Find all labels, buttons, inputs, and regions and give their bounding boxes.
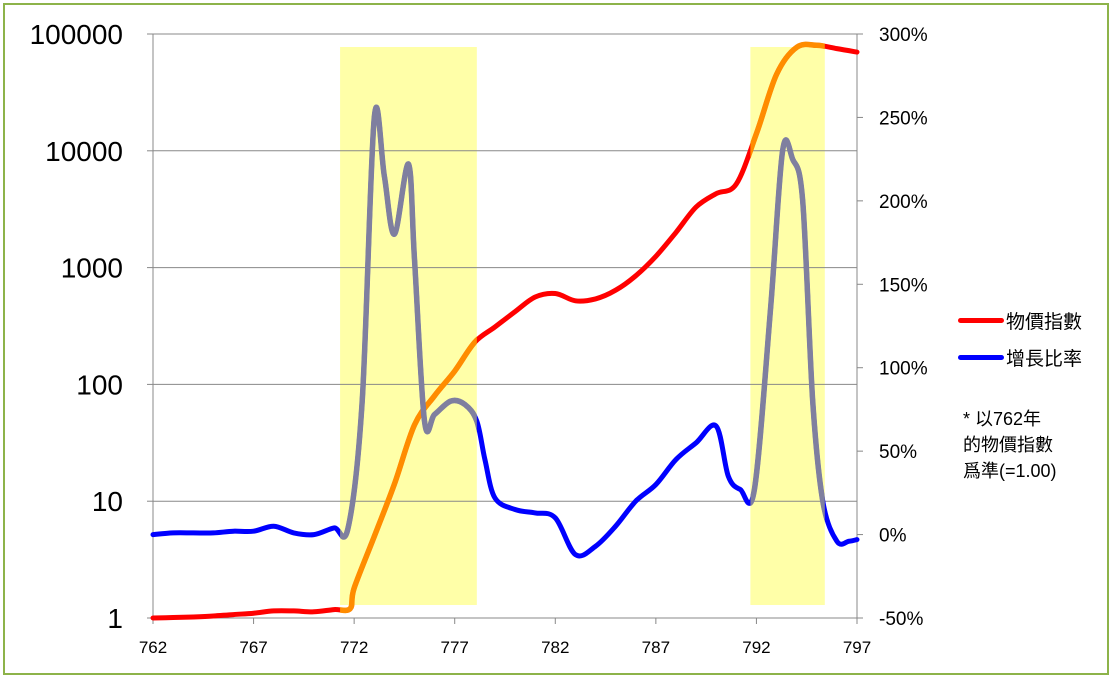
legend-swatch-growth-rate — [958, 355, 1004, 360]
y-right-tick-label: -50% — [879, 609, 923, 630]
highlight-band — [750, 47, 825, 605]
x-tick-label: 767 — [239, 638, 267, 657]
y-right-tick-label: 150% — [879, 275, 928, 296]
legend-label-growth-rate: 增長比率 — [1006, 349, 1083, 370]
chart-note: * 以762年 的物價指數 爲準(=1.00) — [963, 406, 1057, 484]
x-tick-label: 787 — [642, 638, 670, 657]
note-line: 爲準(=1.00) — [963, 461, 1057, 481]
y-right-tick-label: 300% — [879, 25, 928, 46]
x-tick-label: 792 — [742, 638, 770, 657]
note-line: 的物價指數 — [963, 435, 1053, 455]
y-left-tick-label: 100000 — [30, 19, 123, 50]
legend-swatch-price-index — [958, 318, 1004, 323]
legend-label-price-index: 物價指數 — [1006, 312, 1083, 333]
y-left-tick-label: 10000 — [45, 136, 123, 167]
legend-item-price-index: 物價指數 — [958, 307, 1082, 334]
y-left-tick-label: 10 — [92, 486, 123, 517]
y-left-tick-label: 1 — [107, 603, 123, 634]
chart-frame — [3, 3, 1109, 675]
x-tick-label: 762 — [139, 638, 167, 657]
y-left-tick-label: 1000 — [61, 253, 123, 284]
y-right-tick-label: 100% — [879, 359, 928, 380]
y-left-tick-label: 100 — [76, 369, 123, 400]
y-right-tick-label: 0% — [879, 526, 907, 547]
y-right-tick-label: 50% — [879, 442, 917, 463]
note-line: * 以762年 — [963, 409, 1042, 429]
series-line-price-index — [150, 41, 860, 621]
y-right-tick-label: 250% — [879, 108, 928, 129]
x-tick-label: 782 — [541, 638, 569, 657]
y-right-tick-label: 200% — [879, 192, 928, 213]
highlight-band — [340, 47, 477, 605]
x-tick-label: 797 — [843, 638, 871, 657]
x-tick-label: 772 — [340, 638, 368, 657]
legend-item-growth-rate: 增長比率 — [958, 344, 1082, 371]
x-tick-label: 777 — [441, 638, 469, 657]
